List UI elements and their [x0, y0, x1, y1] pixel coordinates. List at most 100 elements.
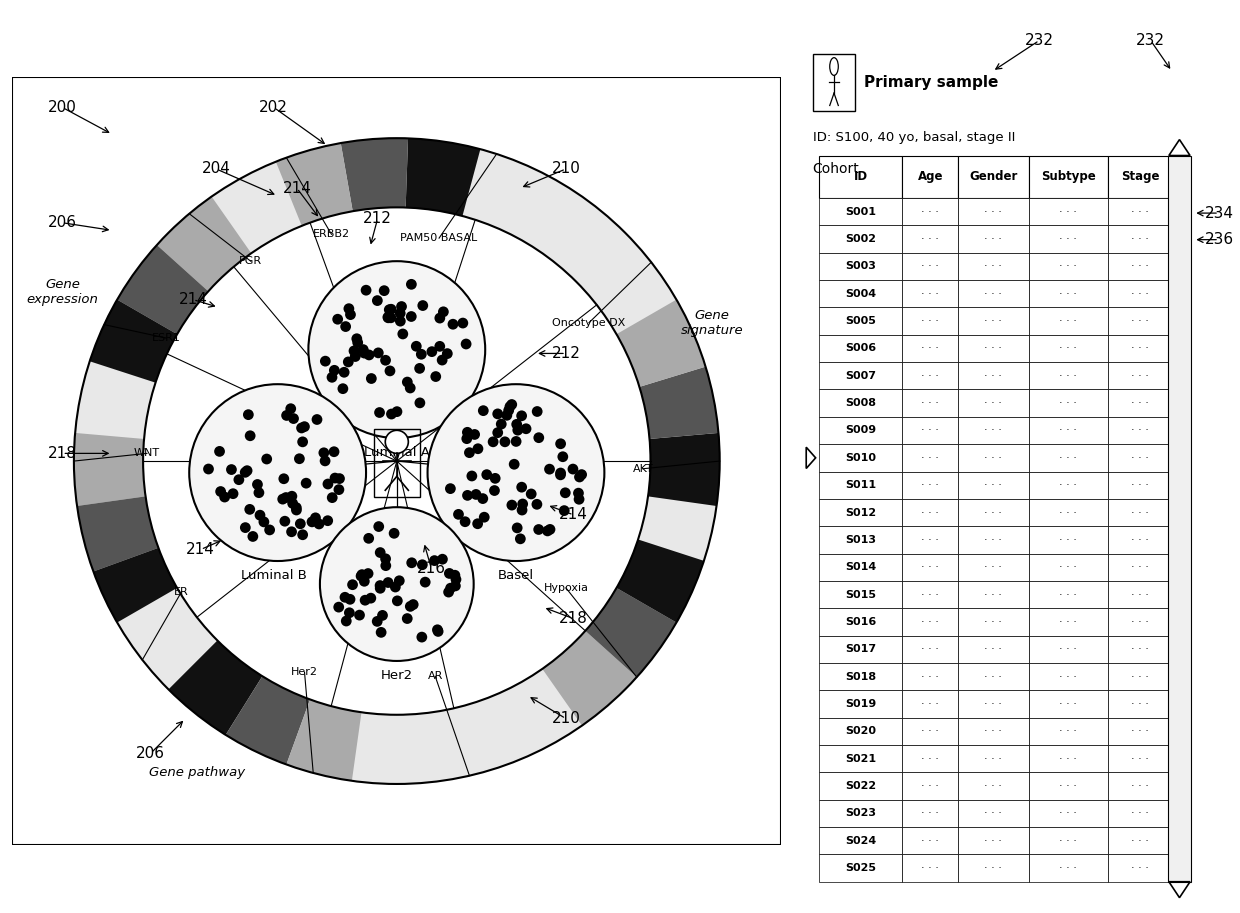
- FancyBboxPatch shape: [1029, 444, 1107, 471]
- Circle shape: [294, 454, 305, 464]
- Text: · · ·: · · ·: [921, 535, 939, 545]
- FancyBboxPatch shape: [1029, 745, 1107, 772]
- Text: · · ·: · · ·: [985, 425, 1002, 436]
- Circle shape: [363, 350, 374, 361]
- FancyBboxPatch shape: [1029, 498, 1107, 526]
- FancyBboxPatch shape: [959, 362, 1029, 390]
- FancyBboxPatch shape: [1029, 690, 1107, 718]
- Circle shape: [386, 409, 397, 419]
- Text: · · ·: · · ·: [985, 508, 1002, 518]
- Circle shape: [436, 554, 448, 564]
- Circle shape: [574, 472, 585, 482]
- Circle shape: [428, 384, 604, 561]
- FancyBboxPatch shape: [1107, 608, 1172, 635]
- Text: · · ·: · · ·: [1059, 206, 1078, 216]
- FancyBboxPatch shape: [903, 390, 959, 417]
- Circle shape: [319, 447, 330, 458]
- FancyBboxPatch shape: [903, 553, 959, 581]
- Text: · · ·: · · ·: [985, 863, 1002, 873]
- Circle shape: [556, 469, 565, 480]
- Circle shape: [219, 492, 231, 502]
- Circle shape: [405, 311, 417, 322]
- FancyBboxPatch shape: [903, 308, 959, 335]
- Circle shape: [398, 329, 408, 340]
- Circle shape: [228, 488, 238, 499]
- Circle shape: [402, 614, 413, 624]
- Circle shape: [515, 533, 526, 544]
- Circle shape: [242, 466, 253, 476]
- Circle shape: [489, 485, 500, 496]
- Text: S006: S006: [846, 343, 877, 353]
- Circle shape: [362, 568, 373, 579]
- FancyBboxPatch shape: [1107, 253, 1172, 280]
- FancyBboxPatch shape: [1107, 526, 1172, 553]
- Text: · · ·: · · ·: [985, 835, 1002, 845]
- Text: · · ·: · · ·: [1059, 835, 1078, 845]
- Circle shape: [450, 581, 461, 592]
- Text: 218: 218: [48, 446, 77, 461]
- Circle shape: [394, 308, 405, 319]
- Circle shape: [496, 419, 507, 429]
- Text: Luminal A: Luminal A: [363, 446, 430, 458]
- FancyBboxPatch shape: [959, 718, 1029, 745]
- Circle shape: [337, 383, 348, 394]
- Circle shape: [556, 438, 565, 449]
- Text: Oncotype DX: Oncotype DX: [552, 318, 626, 328]
- Text: AKT: AKT: [632, 464, 653, 474]
- Circle shape: [568, 464, 578, 475]
- FancyBboxPatch shape: [1029, 417, 1107, 444]
- Text: · · ·: · · ·: [921, 206, 939, 216]
- Circle shape: [347, 580, 358, 590]
- Text: Gender: Gender: [970, 171, 1018, 184]
- Circle shape: [427, 346, 438, 357]
- Text: S009: S009: [846, 425, 877, 436]
- Circle shape: [492, 408, 503, 419]
- Circle shape: [386, 430, 408, 454]
- Circle shape: [279, 516, 290, 527]
- Text: 214: 214: [179, 292, 207, 307]
- Circle shape: [448, 319, 459, 330]
- Text: S007: S007: [846, 371, 877, 381]
- FancyBboxPatch shape: [820, 471, 903, 498]
- Text: · · ·: · · ·: [1059, 727, 1078, 736]
- FancyBboxPatch shape: [1029, 663, 1107, 690]
- Circle shape: [420, 577, 430, 587]
- Circle shape: [556, 467, 565, 478]
- Circle shape: [358, 344, 368, 355]
- FancyBboxPatch shape: [959, 635, 1029, 663]
- Text: · · ·: · · ·: [1131, 480, 1148, 490]
- FancyBboxPatch shape: [903, 444, 959, 471]
- Text: · · ·: · · ·: [1059, 535, 1078, 545]
- Circle shape: [248, 531, 258, 541]
- FancyBboxPatch shape: [959, 308, 1029, 335]
- Circle shape: [417, 632, 428, 643]
- Circle shape: [389, 582, 401, 593]
- Circle shape: [477, 493, 489, 504]
- Circle shape: [503, 405, 515, 415]
- Text: S024: S024: [846, 835, 877, 845]
- Circle shape: [506, 399, 517, 410]
- FancyBboxPatch shape: [820, 581, 903, 608]
- Circle shape: [402, 377, 413, 387]
- Polygon shape: [341, 138, 408, 211]
- FancyBboxPatch shape: [959, 498, 1029, 526]
- Circle shape: [516, 411, 527, 421]
- Circle shape: [243, 409, 254, 420]
- FancyBboxPatch shape: [903, 198, 959, 226]
- Circle shape: [320, 508, 474, 661]
- Circle shape: [286, 527, 296, 537]
- Text: · · ·: · · ·: [1059, 343, 1078, 353]
- Polygon shape: [74, 138, 719, 784]
- Circle shape: [327, 492, 337, 503]
- Text: · · ·: · · ·: [1059, 781, 1078, 791]
- Text: · · ·: · · ·: [921, 316, 939, 326]
- Text: · · ·: · · ·: [921, 289, 939, 299]
- Text: · · ·: · · ·: [1131, 371, 1148, 381]
- FancyBboxPatch shape: [1168, 155, 1192, 882]
- Polygon shape: [89, 299, 177, 383]
- FancyBboxPatch shape: [1107, 553, 1172, 581]
- FancyBboxPatch shape: [820, 253, 903, 280]
- Circle shape: [281, 410, 291, 421]
- Circle shape: [378, 285, 389, 296]
- FancyBboxPatch shape: [1107, 280, 1172, 308]
